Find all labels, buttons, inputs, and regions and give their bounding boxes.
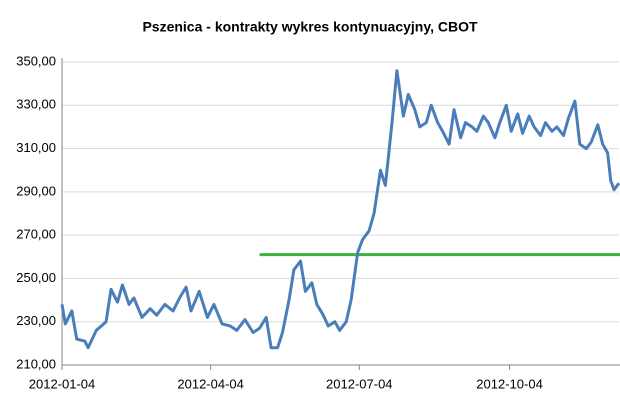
y-tick-label: 250,00	[16, 270, 56, 285]
y-tick-label: 230,00	[16, 313, 56, 328]
price-line	[60, 69, 620, 350]
y-tick-label: 290,00	[16, 183, 56, 198]
y-tick-label: 310,00	[16, 140, 56, 155]
x-tick-label: 2012-01-04	[29, 376, 96, 391]
chart-title: Pszenica - kontrakty wykres kontynuacyjn…	[142, 19, 478, 35]
y-tick-label: 270,00	[16, 227, 56, 242]
x-tick-label: 2012-10-04	[476, 376, 543, 391]
y-tick-label: 350,00	[16, 53, 56, 68]
y-tick-label: 330,00	[16, 97, 56, 112]
x-tick-label: 2012-04-04	[177, 376, 244, 391]
y-tick-label: 210,00	[16, 356, 56, 371]
x-tick-label: 2012-07-04	[326, 376, 393, 391]
